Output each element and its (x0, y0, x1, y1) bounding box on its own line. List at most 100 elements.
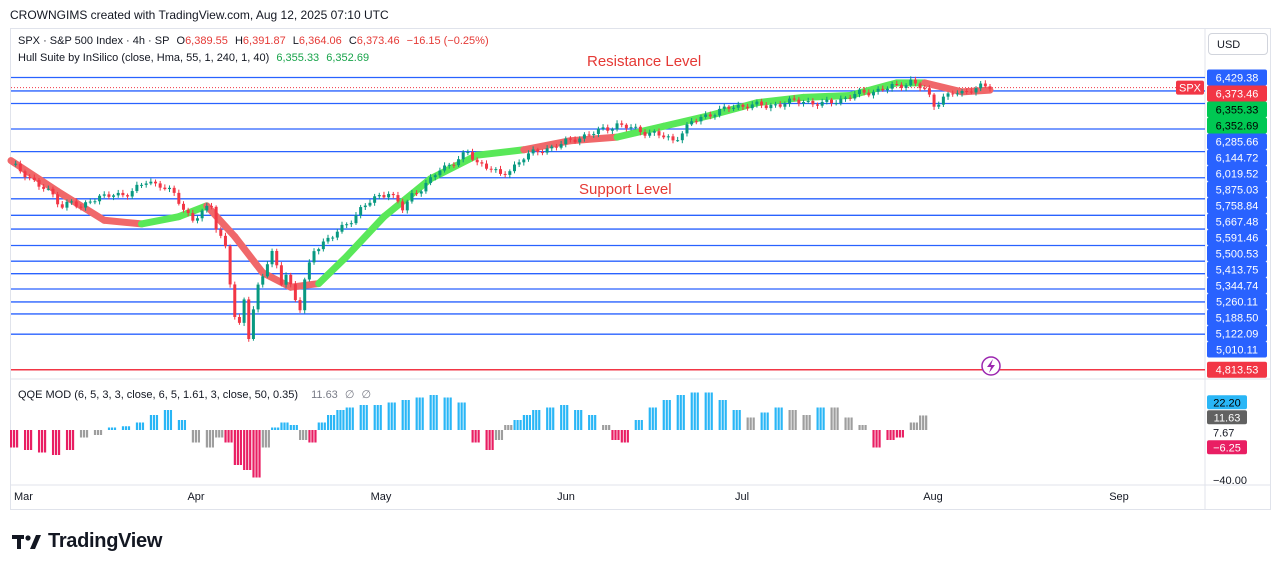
legend-low-value: 6,364.06 (298, 35, 342, 47)
candle-body (890, 83, 894, 89)
qqe-bar (901, 430, 904, 438)
support-annotation[interactable]: Support Level (579, 181, 672, 198)
qqe-bar (732, 410, 735, 430)
qqe-bar (766, 412, 769, 430)
qqe-bar (152, 415, 156, 430)
resistance-annotation[interactable]: Resistance Level (587, 53, 701, 70)
qqe-bar (292, 425, 295, 430)
qqe-bar (591, 415, 594, 430)
candle-body (871, 91, 875, 96)
price-axis-label[interactable]: 5,122.09 (1216, 329, 1259, 341)
price-axis-label[interactable]: 5,758.84 (1216, 201, 1259, 213)
price-axis-label[interactable]: 6,429.38 (1216, 73, 1259, 85)
time-axis-label[interactable]: Sep (1109, 491, 1129, 503)
qqe-bar (474, 430, 477, 443)
price-axis-label[interactable]: 6,144.72 (1216, 153, 1259, 165)
candle-body (638, 126, 642, 133)
qqe-bar (421, 397, 424, 430)
price-axis-tag (1207, 133, 1267, 150)
candle-body (550, 146, 554, 149)
legend-hull-name[interactable]: Hull Suite by InSilico (close, Hma, 55, … (18, 52, 270, 64)
qqe-bar (339, 410, 342, 430)
legend-qqe-name[interactable]: QQE MOD (6, 5, 3, 3, close, 6, 5, 1.61, … (18, 389, 299, 401)
candle-body (913, 79, 917, 84)
candle-body (401, 201, 405, 211)
qqe-bar (822, 407, 825, 430)
legend-qqe[interactable]: QQE MOD (6, 5, 3, 3, close, 6, 5, 1.61, … (18, 388, 375, 401)
qqe-bar (922, 415, 925, 430)
qqe-bar (909, 422, 912, 430)
price-axis-label[interactable]: 5,667.48 (1216, 217, 1259, 229)
candle-body (937, 104, 941, 107)
time-axis-label[interactable]: May (371, 491, 392, 503)
candle-body (429, 177, 433, 183)
qqe-bar (379, 405, 382, 430)
qqe-bar (65, 430, 69, 450)
qqe-axis-label[interactable]: 22.20 (1213, 397, 1241, 409)
candle-body (172, 187, 176, 193)
candle-body (671, 136, 675, 141)
qqe-bar (243, 430, 246, 470)
price-axis-label[interactable]: 5,500.53 (1216, 249, 1259, 261)
price-axis-label[interactable]: 6,352.69 (1216, 121, 1259, 133)
candle-body (475, 159, 479, 163)
legend-main[interactable]: SPX · S&P 500 Index · 4h · SP O6,389.55 … (18, 35, 493, 47)
candle-body (340, 224, 344, 232)
candle-body (317, 249, 321, 252)
qqe-bar (519, 420, 522, 430)
hull-segment (203, 202, 239, 241)
price-axis-label[interactable]: 5,260.11 (1216, 297, 1258, 309)
currency-button[interactable]: USD (1208, 33, 1268, 55)
price-axis-label[interactable]: 6,355.33 (1216, 105, 1259, 117)
price-axis-label[interactable]: 5,875.03 (1216, 185, 1259, 197)
candle-body (909, 79, 913, 86)
price-axis-label[interactable]: 5,344.74 (1216, 281, 1259, 293)
tradingview-logo[interactable]: TradingView (12, 530, 162, 553)
qqe-axis-label[interactable]: 11.63 (1214, 412, 1241, 424)
qqe-axis-tag (1207, 410, 1247, 425)
time-axis-label[interactable]: Apr (187, 491, 204, 503)
candle-body (755, 101, 759, 105)
candle-body (918, 83, 922, 89)
qqe-bar (763, 412, 766, 430)
qqe-axis-label[interactable]: −6.25 (1213, 442, 1241, 454)
candle-body (443, 165, 447, 171)
qqe-bar (10, 430, 13, 448)
qqe-axis-label[interactable]: −40.00 (1213, 475, 1247, 487)
time-axis-label[interactable]: Mar (14, 491, 33, 503)
time-axis-label[interactable]: Jul (735, 491, 749, 503)
qqe-bar (602, 425, 605, 430)
qqe-bar (208, 430, 211, 448)
candle-body (242, 299, 246, 323)
candle-body (676, 140, 680, 142)
price-axis-label[interactable]: 5,591.46 (1216, 233, 1259, 245)
price-axis-label[interactable]: 4,813.53 (1216, 365, 1259, 377)
qqe-bar (488, 430, 491, 450)
price-axis-label[interactable]: 6,373.46 (1216, 89, 1259, 101)
chart-frame[interactable] (10, 28, 1271, 510)
price-axis-label[interactable]: 6,285.66 (1216, 137, 1259, 149)
qqe-axis-label[interactable]: 7.67 (1213, 427, 1234, 439)
qqe-bar (197, 430, 201, 443)
qqe-bar (415, 397, 418, 430)
legend-qqe-null-1: ∅ (344, 389, 355, 401)
time-axis-label[interactable]: Jun (557, 491, 575, 503)
qqe-bar (252, 430, 255, 478)
qqe-bar (43, 430, 47, 453)
qqe-bar (359, 405, 362, 430)
qqe-bar (878, 430, 881, 448)
legend-low-label: L (292, 35, 299, 47)
legend-symbol[interactable]: SPX · S&P 500 Index · 4h · SP (18, 35, 170, 47)
candle-body (177, 192, 181, 204)
candle-body (582, 134, 586, 139)
price-axis-label[interactable]: 5,188.50 (1216, 313, 1259, 325)
price-axis-label[interactable]: 6,019.52 (1216, 169, 1259, 181)
legend-hull[interactable]: Hull Suite by InSilico (close, Hma, 55, … (18, 52, 373, 64)
time-axis-label[interactable]: Aug (923, 491, 943, 503)
candle-body (601, 127, 605, 129)
qqe-bar (85, 430, 89, 438)
price-axis-label[interactable]: 5,010.11 (1216, 345, 1258, 357)
candle-body (839, 98, 843, 104)
price-axis-label[interactable]: 5,413.75 (1216, 265, 1259, 277)
